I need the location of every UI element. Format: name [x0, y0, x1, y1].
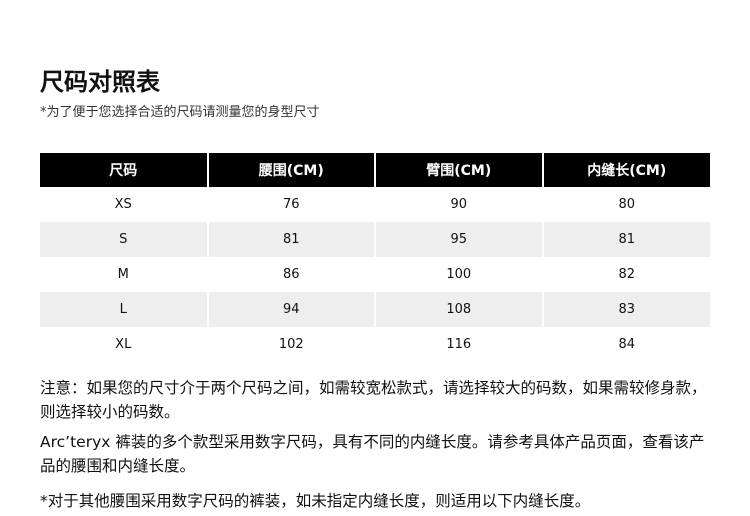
- table-cell: 95: [374, 222, 543, 257]
- table-cell: 81: [206, 222, 375, 257]
- note-text: Arc’teryx 裤装的多个款型采用数字尺码，具有不同的内缝长度。请参考具体产…: [40, 433, 705, 475]
- table-cell: S: [40, 222, 208, 257]
- table-cell: 86: [206, 257, 375, 292]
- note-text: 注意：如果您的尺寸介于两个尺码之间，如需较宽松款式，请选择较大的码数，如果需较修…: [40, 379, 707, 421]
- table-cell: 76: [206, 187, 375, 222]
- table-row: S 81 95 81: [40, 222, 710, 257]
- header-arm: 臂围(CM): [374, 153, 543, 187]
- subtitle: *为了便于您选择合适的尺码请测量您的身型尺寸: [40, 105, 320, 120]
- table-cell: 90: [374, 187, 543, 222]
- table-cell: L: [40, 292, 208, 327]
- table-cell: 108: [374, 292, 543, 327]
- table-cell: 102: [206, 327, 375, 362]
- table-cell: M: [117, 267, 129, 282]
- table-cell: 80: [541, 187, 710, 222]
- header-inseam: 内缝长(CM): [541, 153, 710, 187]
- size-table: 尺码 腰围(CM) 臂围(CM) 内缝长(CM) XS 76 90 80 S 81 95 81…: [40, 153, 710, 362]
- table-cell: 81: [541, 222, 710, 257]
- table-row: L 94 108 83: [40, 292, 710, 327]
- table-header-row: 尺码 腰围(CM) 臂围(CM) 内缝长(CM): [40, 153, 710, 187]
- header-waist: 腰围(CM): [206, 153, 375, 187]
- table-row: M 86 100 82: [40, 257, 710, 292]
- page-title: 尺码对照表: [40, 68, 160, 96]
- table-cell: 94: [206, 292, 375, 327]
- table-cell: 82: [541, 257, 710, 292]
- notes: 注意：如果您的尺寸介于两个尺码之间，如需较宽松款式，请选择较大的码数，如果需较修…: [40, 376, 715, 484]
- table-cell: XL: [115, 337, 132, 352]
- table-cell: 100: [374, 257, 543, 292]
- table-row: XL 102 116 84: [40, 327, 710, 362]
- table-cell: XS: [114, 197, 132, 212]
- header-size: 尺码: [40, 153, 208, 187]
- table-cell: 116: [374, 327, 543, 362]
- table-cell: 83: [541, 292, 710, 327]
- footnote: *对于其他腰围采用数字尺码的裤装，如未指定内缝长度，则适用以下内缝长度。: [40, 492, 591, 510]
- table-cell: 84: [541, 327, 710, 362]
- table-row: XS 76 90 80: [40, 187, 710, 222]
